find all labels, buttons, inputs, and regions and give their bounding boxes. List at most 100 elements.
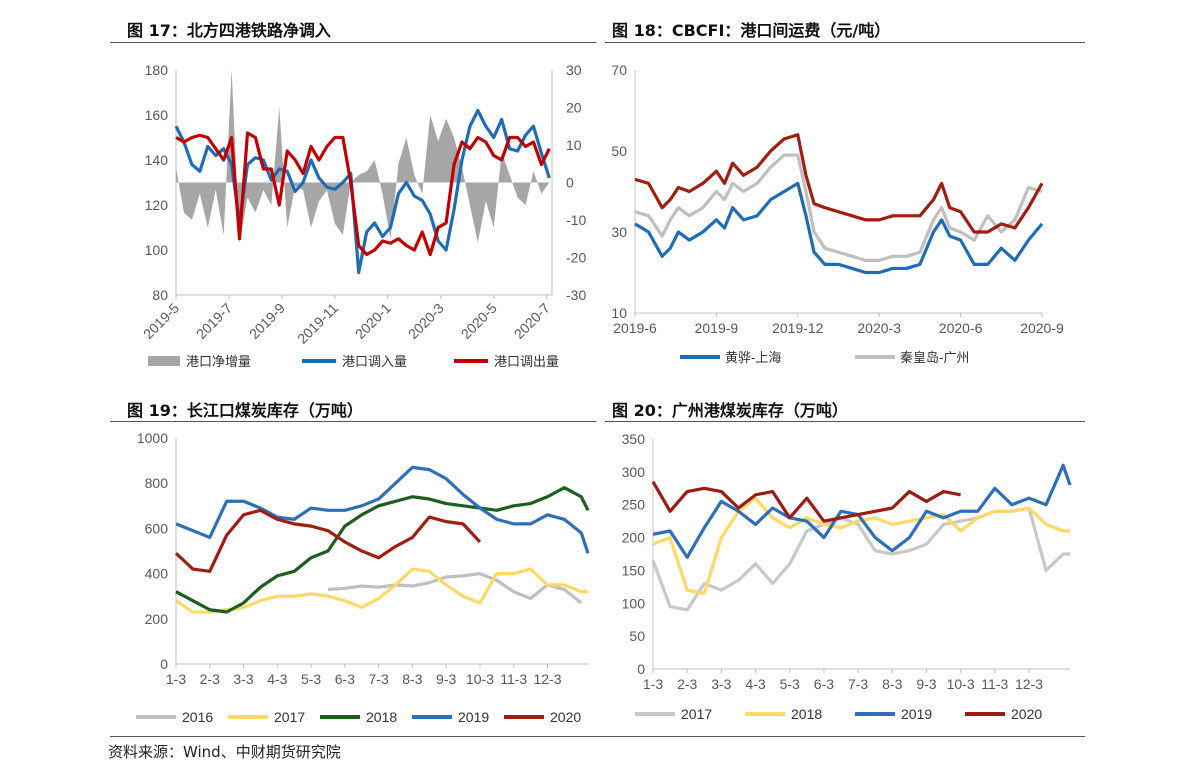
fig17-xtick-label: 2020-1 (352, 300, 394, 342)
fig18-chart: 10 30 50 70 2019-6 2019-9 2019-12 2020-3 2020-6 2… (611, 62, 1064, 365)
fig20-ytick-label: 350 (622, 431, 646, 447)
fig19-series-line-2020 (174, 508, 482, 573)
fig20-ytick-label: 50 (629, 628, 645, 644)
fig19-title: 图 19：长江口煤炭库存（万吨） (127, 401, 363, 420)
fig18-xtick-label: 2020-9 (1020, 320, 1064, 336)
legend-label-out: 港口调出量 (494, 354, 559, 369)
legend-swatch-net (148, 356, 180, 366)
fig20-legend: 2017 2018 2019 2020 (635, 706, 1042, 722)
fig17-legend: 港口净增量 港口调入量 港口调出量 (148, 354, 559, 369)
legend-label-2016: 2016 (182, 709, 213, 725)
fig18-ytick-label: 10 (611, 305, 627, 321)
fig19-ytick-label: 200 (145, 611, 169, 627)
fig19-ytick-label: 1000 (137, 430, 168, 446)
fig17-xtick-label: 2020-3 (405, 300, 447, 342)
fig20-xtick-label: 6-3 (814, 676, 834, 692)
fig19-xtick-label: 1-3 (166, 671, 186, 687)
fig20-xtick-label: 5-3 (780, 676, 800, 692)
fig17-ytick-label: 100 (145, 242, 169, 258)
fig18-plot-area: 10 30 50 70 2019-6 2019-9 2019-12 2020-3 2020-6 2… (611, 62, 1064, 336)
fig17-series-line-港口调出量 (175, 131, 551, 257)
fig17-ytick-right-label: -10 (566, 212, 586, 228)
legend-label-2017: 2017 (681, 706, 712, 722)
fig19-xtick-label: 3-3 (233, 671, 253, 687)
fig17-ytick-right-label: 20 (566, 100, 582, 116)
fig20-ytick-label: 200 (622, 530, 646, 546)
fig19-ytick-label: 600 (145, 520, 169, 536)
fig18-ytick-label: 70 (611, 62, 627, 78)
fig18-series-line-route-3 (634, 133, 1044, 234)
fig17-xtick-label: 2020-7 (511, 300, 553, 342)
fig17-xtick-label: 2019-7 (193, 300, 235, 342)
fig18-title-rule (605, 42, 1085, 43)
legend-label-2019: 2019 (901, 706, 932, 722)
fig17-ytick-right-label: -30 (566, 287, 586, 303)
fig20-plot-area: 0 50 100 150 200 250 300 350 1-3 2-3 3-3 4-3 5-3 6-3 7… (622, 431, 1072, 692)
fig19-xtick-label: 4-3 (267, 671, 287, 687)
fig17-ytick-label: 180 (145, 62, 169, 78)
fig20-xtick-label: 9-3 (916, 676, 936, 692)
legend-label-hh-sh: 黄骅-上海 (725, 350, 781, 365)
fig20-chart: 0 50 100 150 200 250 300 350 1-3 2-3 3-3 4-3 5-3 6-3 7… (622, 431, 1072, 722)
fig20-series-line-2018 (652, 496, 1070, 596)
fig19-chart: 0 200 400 600 800 1000 1-3 2-3 3-3 4-3 5-3 6-3 7-3 8-… (136, 430, 590, 725)
fig17-ytick-label: 160 (145, 107, 169, 123)
fig17-xtick-label: 2020-5 (458, 300, 500, 342)
legend-label-2018: 2018 (366, 709, 397, 725)
fig20-xtick-label: 4-3 (745, 676, 765, 692)
fig17-ytick-right-label: -20 (566, 250, 586, 266)
fig20-ytick-label: 150 (622, 562, 646, 578)
fig20-xtick-label: 11-3 (981, 676, 1008, 692)
fig20-ytick-label: 0 (637, 661, 645, 677)
fig17-ytick-right-label: 10 (566, 137, 582, 153)
fig17-ytick-label: 140 (145, 152, 169, 168)
fig19-ytick-label: 0 (160, 656, 168, 672)
legend-label-2018: 2018 (791, 706, 822, 722)
fig20-xtick-label: 1-3 (643, 676, 663, 692)
fig19-xtick-label: 12-3 (533, 671, 561, 687)
fig17-ytick-right-label: 30 (566, 62, 582, 78)
fig18-xtick-label: 2020-6 (939, 320, 983, 336)
fig17-xtick-label: 2019-11 (294, 300, 341, 347)
legend-label-2020: 2020 (1011, 706, 1042, 722)
fig19-series-line-2017 (175, 567, 588, 614)
fig17-plot-area: 80 100 120 140 160 180 -30 -20 -10 0 10 20 30 2019-5 2… (140, 62, 586, 347)
fig19-ytick-label: 400 (145, 566, 169, 582)
fig19-plot-area: 0 200 400 600 800 1000 1-3 2-3 3-3 4-3 5-3 6-3 7-3 8-… (137, 430, 590, 687)
fig20-title: 图 20：广州港煤炭库存（万吨） (612, 401, 848, 420)
fig19-xtick-label: 2-3 (200, 671, 220, 687)
fig18-xtick-label: 2019-12 (772, 320, 824, 336)
fig17-ytick-label: 80 (152, 287, 168, 303)
fig20-xtick-label: 12-3 (1015, 676, 1043, 692)
legend-label-2019: 2019 (458, 709, 489, 725)
legend-label-qhd-gz: 秦皇岛-广州 (900, 350, 969, 365)
fig20-ytick-label: 300 (622, 464, 646, 480)
fig19-xtick-label: 8-3 (402, 671, 422, 687)
legend-label-2017: 2017 (274, 709, 305, 725)
fig20-xtick-label: 8-3 (882, 676, 902, 692)
bottom-rule (110, 736, 1085, 737)
legend-label-net: 港口净增量 (186, 354, 251, 369)
fig19-ytick-label: 800 (145, 475, 169, 491)
fig18-series-line-黄骅-上海 (634, 181, 1044, 275)
fig19-xtick-label: 7-3 (369, 671, 389, 687)
fig20-ytick-label: 250 (622, 497, 646, 513)
fig19-xtick-label: 11-3 (500, 671, 527, 687)
fig18-series-line-秦皇岛-广州 (634, 153, 1043, 262)
legend-label-2020: 2020 (550, 709, 581, 725)
fig20-xtick-label: 10-3 (947, 676, 975, 692)
fig18-title: 图 18：CBCFI：港口间运费（元/吨） (612, 21, 891, 40)
fig17-title-rule (110, 42, 596, 43)
fig20-xtick-label: 7-3 (848, 676, 868, 692)
fig19-series-line-2018 (175, 486, 590, 614)
fig19-title-rule (110, 421, 596, 422)
fig19-series-line-2019 (175, 465, 590, 554)
series-area-net-increase (176, 70, 550, 243)
fig20-title-rule (605, 421, 1085, 422)
fig18-xtick-label: 2019-9 (695, 320, 739, 336)
fig17-xtick-label: 2019-5 (140, 300, 182, 342)
fig19-xtick-label: 6-3 (335, 671, 355, 687)
fig18-xtick-label: 2019-6 (613, 320, 657, 336)
fig20-ytick-label: 100 (622, 595, 646, 611)
fig20-xtick-label: 3-3 (711, 676, 731, 692)
